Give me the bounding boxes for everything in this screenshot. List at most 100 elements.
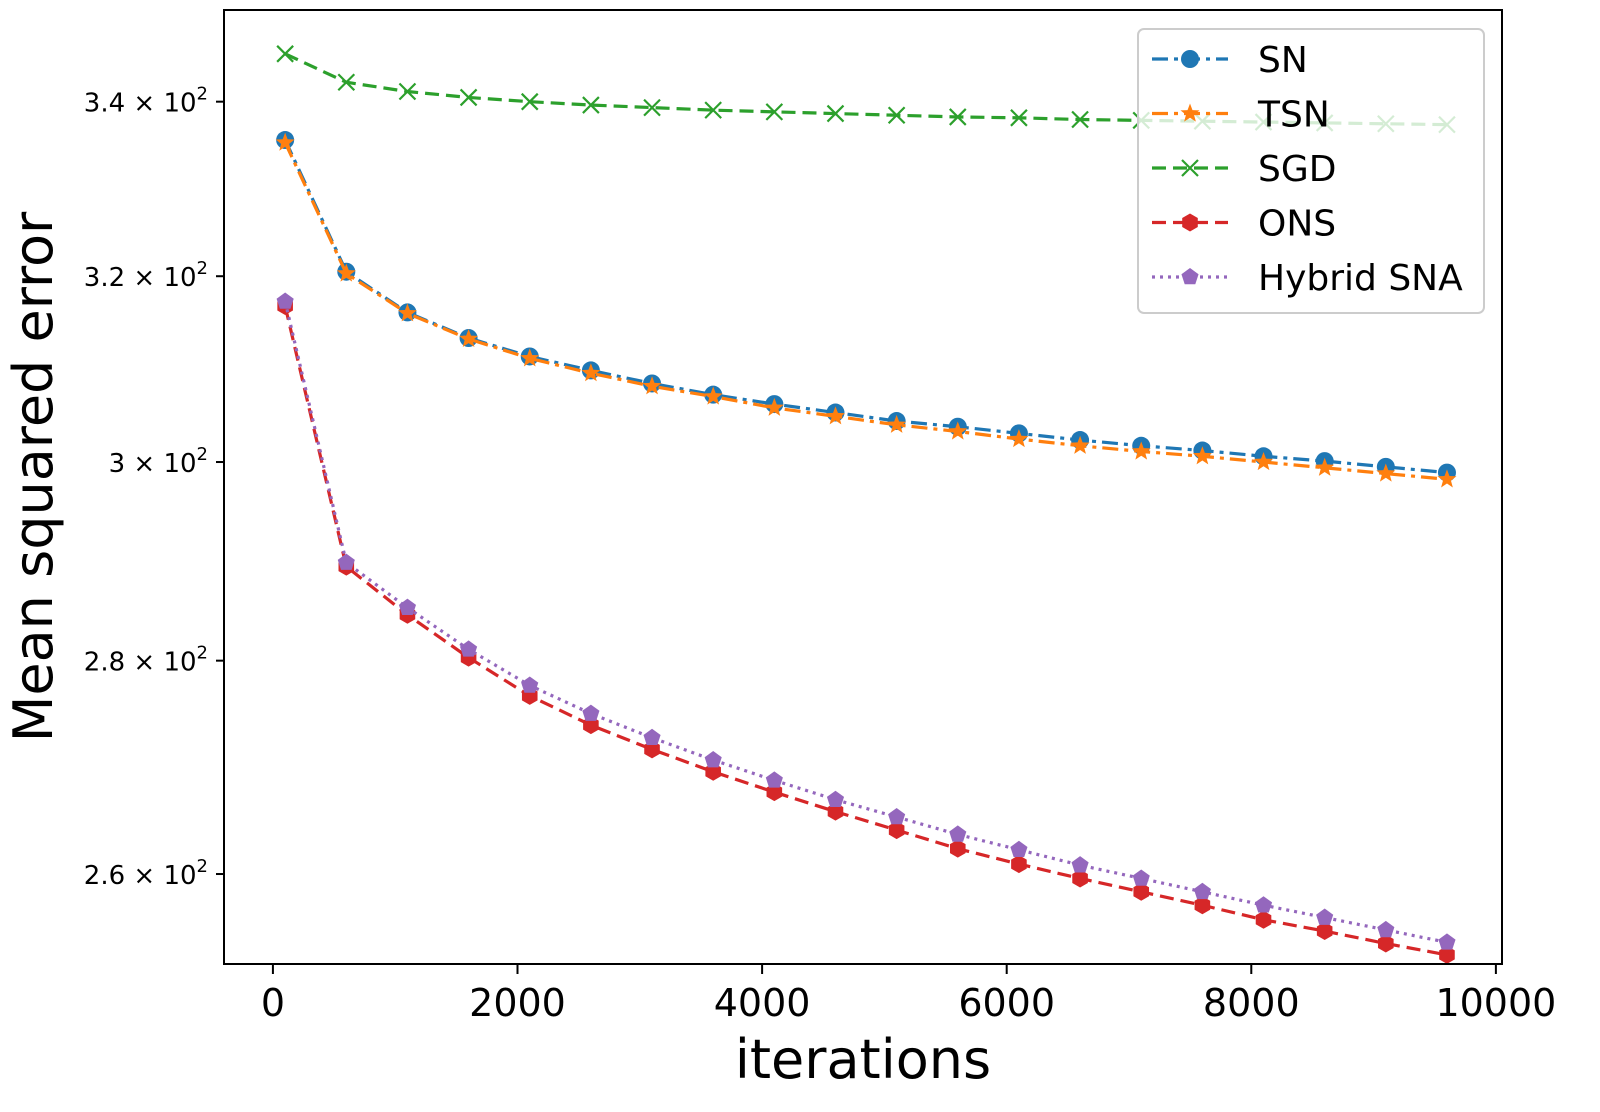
- data-point-tsn: [642, 376, 662, 395]
- data-point-tsn: [1376, 463, 1396, 482]
- legend-swatch-marker: [1181, 268, 1199, 285]
- y-tick-label: 2.8 × 102: [84, 643, 208, 678]
- y-tick-label: 2.6 × 102: [84, 856, 208, 891]
- data-point-hybrid-sna: [398, 598, 416, 615]
- data-point-sgd: [1010, 109, 1028, 127]
- legend-swatch-marker: [1182, 213, 1198, 232]
- y-tick-mantissa: 3.4 × 10: [84, 89, 197, 119]
- data-point-tsn: [764, 397, 784, 416]
- data-point-ons: [766, 783, 783, 802]
- x-tick-label: 6000: [958, 981, 1055, 1025]
- data-point-sgd: [337, 73, 356, 92]
- legend-label: Hybrid SNA: [1258, 258, 1463, 299]
- legend-swatch-marker: [1180, 103, 1200, 122]
- y-tick-mantissa: 3.2 × 10: [84, 263, 197, 293]
- data-point-hybrid-sna: [949, 825, 967, 842]
- data-point-hybrid-sna: [1071, 856, 1089, 873]
- data-point-hybrid-sna: [1193, 882, 1211, 900]
- data-point-ons: [1378, 934, 1394, 953]
- data-point-tsn: [336, 263, 356, 282]
- data-point-tsn: [1192, 446, 1212, 465]
- data-point-ons: [1439, 945, 1455, 964]
- data-point-sgd: [276, 45, 294, 63]
- data-point-ons: [827, 802, 844, 821]
- data-point-tsn: [581, 363, 601, 382]
- data-point-sgd: [887, 106, 906, 125]
- data-point-hybrid-sna: [1438, 933, 1456, 950]
- legend-label: ONS: [1258, 204, 1336, 245]
- data-point-ons: [949, 839, 966, 858]
- data-point-sgd: [520, 92, 539, 111]
- data-point-sgd: [949, 108, 967, 126]
- data-point-tsn: [1254, 452, 1274, 471]
- x-axis-ticks: 0 2000 4000 6000 8000 10000: [261, 964, 1556, 1025]
- x-tick-label: 2000: [469, 981, 566, 1025]
- data-point-hybrid-sna: [704, 751, 722, 768]
- x-tick-label: 4000: [714, 981, 811, 1025]
- data-point-ons: [1133, 882, 1150, 901]
- series-tsn: [275, 132, 1457, 488]
- series-layer: [275, 45, 1457, 964]
- data-point-hybrid-sna: [276, 292, 294, 309]
- data-point-hybrid-sna: [826, 790, 845, 807]
- data-point-ons: [1255, 910, 1272, 929]
- legend-item-sn: SN: [1152, 40, 1308, 81]
- legend-label: SGD: [1258, 149, 1336, 190]
- legend-item-hybrid-sna: Hybrid SNA: [1152, 258, 1463, 299]
- data-point-sgd: [704, 101, 722, 119]
- legend-label: TSN: [1257, 95, 1330, 136]
- data-point-hybrid-sna: [765, 771, 783, 788]
- data-point-hybrid-sna: [1316, 908, 1334, 925]
- legend-swatch-marker: [1181, 159, 1199, 177]
- x-tick-label: 8000: [1203, 981, 1300, 1025]
- axes-layer: [223, 9, 1503, 965]
- data-point-hybrid-sna: [888, 808, 906, 825]
- data-point-sgd: [826, 104, 845, 123]
- data-point-tsn: [1009, 429, 1029, 448]
- data-point-tsn: [1070, 435, 1090, 454]
- data-point-tsn: [887, 414, 907, 433]
- y-tick-label: 3.2 × 102: [84, 258, 208, 293]
- y-tick-exponent: 2: [197, 84, 208, 105]
- legend-item-sgd: SGD: [1152, 149, 1336, 190]
- legend-item-ons: ONS: [1152, 204, 1336, 245]
- y-tick-exponent: 2: [197, 258, 208, 279]
- data-point-ons: [1011, 855, 1027, 874]
- plot-frame: [223, 9, 1503, 965]
- data-point-tsn: [397, 303, 417, 322]
- legend-swatch-marker: [1181, 50, 1199, 68]
- series-line-ons: [283, 305, 1448, 957]
- series-ons: [277, 297, 1455, 964]
- data-point-hybrid-sna: [1254, 896, 1273, 913]
- y-tick-exponent: 2: [197, 444, 208, 465]
- y-axis-title: Mean squared error: [2, 211, 65, 742]
- series-hybrid-sna: [276, 292, 1456, 950]
- data-point-hybrid-sna: [1132, 869, 1150, 886]
- y-tick-label: 3.4 × 102: [84, 84, 208, 119]
- data-point-sgd: [398, 82, 417, 101]
- data-point-hybrid-sna: [337, 553, 355, 570]
- y-tick-exponent: 2: [197, 643, 208, 664]
- data-point-tsn: [1131, 441, 1151, 460]
- data-point-hybrid-sna: [643, 728, 661, 746]
- data-point-ons: [1194, 896, 1211, 915]
- y-tick-mantissa: 2.8 × 10: [84, 648, 197, 678]
- data-point-hybrid-sna: [460, 640, 478, 657]
- y-tick-mantissa: 3 × 10: [109, 449, 197, 479]
- data-point-sgd: [643, 98, 661, 117]
- legend-item-tsn: TSN: [1152, 95, 1330, 136]
- legend-label: SN: [1258, 40, 1308, 81]
- y-tick-mantissa: 2.6 × 10: [84, 861, 197, 891]
- data-point-tsn: [1437, 469, 1457, 488]
- data-point-sgd: [765, 103, 784, 121]
- data-point-hybrid-sna: [521, 676, 539, 693]
- y-tick-exponent: 2: [197, 856, 208, 877]
- data-point-hybrid-sna: [1377, 920, 1395, 938]
- legend: SN TSN SGD ONS Hybrid SNA: [1137, 28, 1485, 314]
- data-point-sgd: [459, 88, 478, 107]
- data-point-ons: [888, 821, 905, 840]
- data-point-sgd: [1071, 110, 1089, 129]
- legend-box: [1137, 28, 1485, 314]
- series-line-tsn: [283, 141, 1448, 481]
